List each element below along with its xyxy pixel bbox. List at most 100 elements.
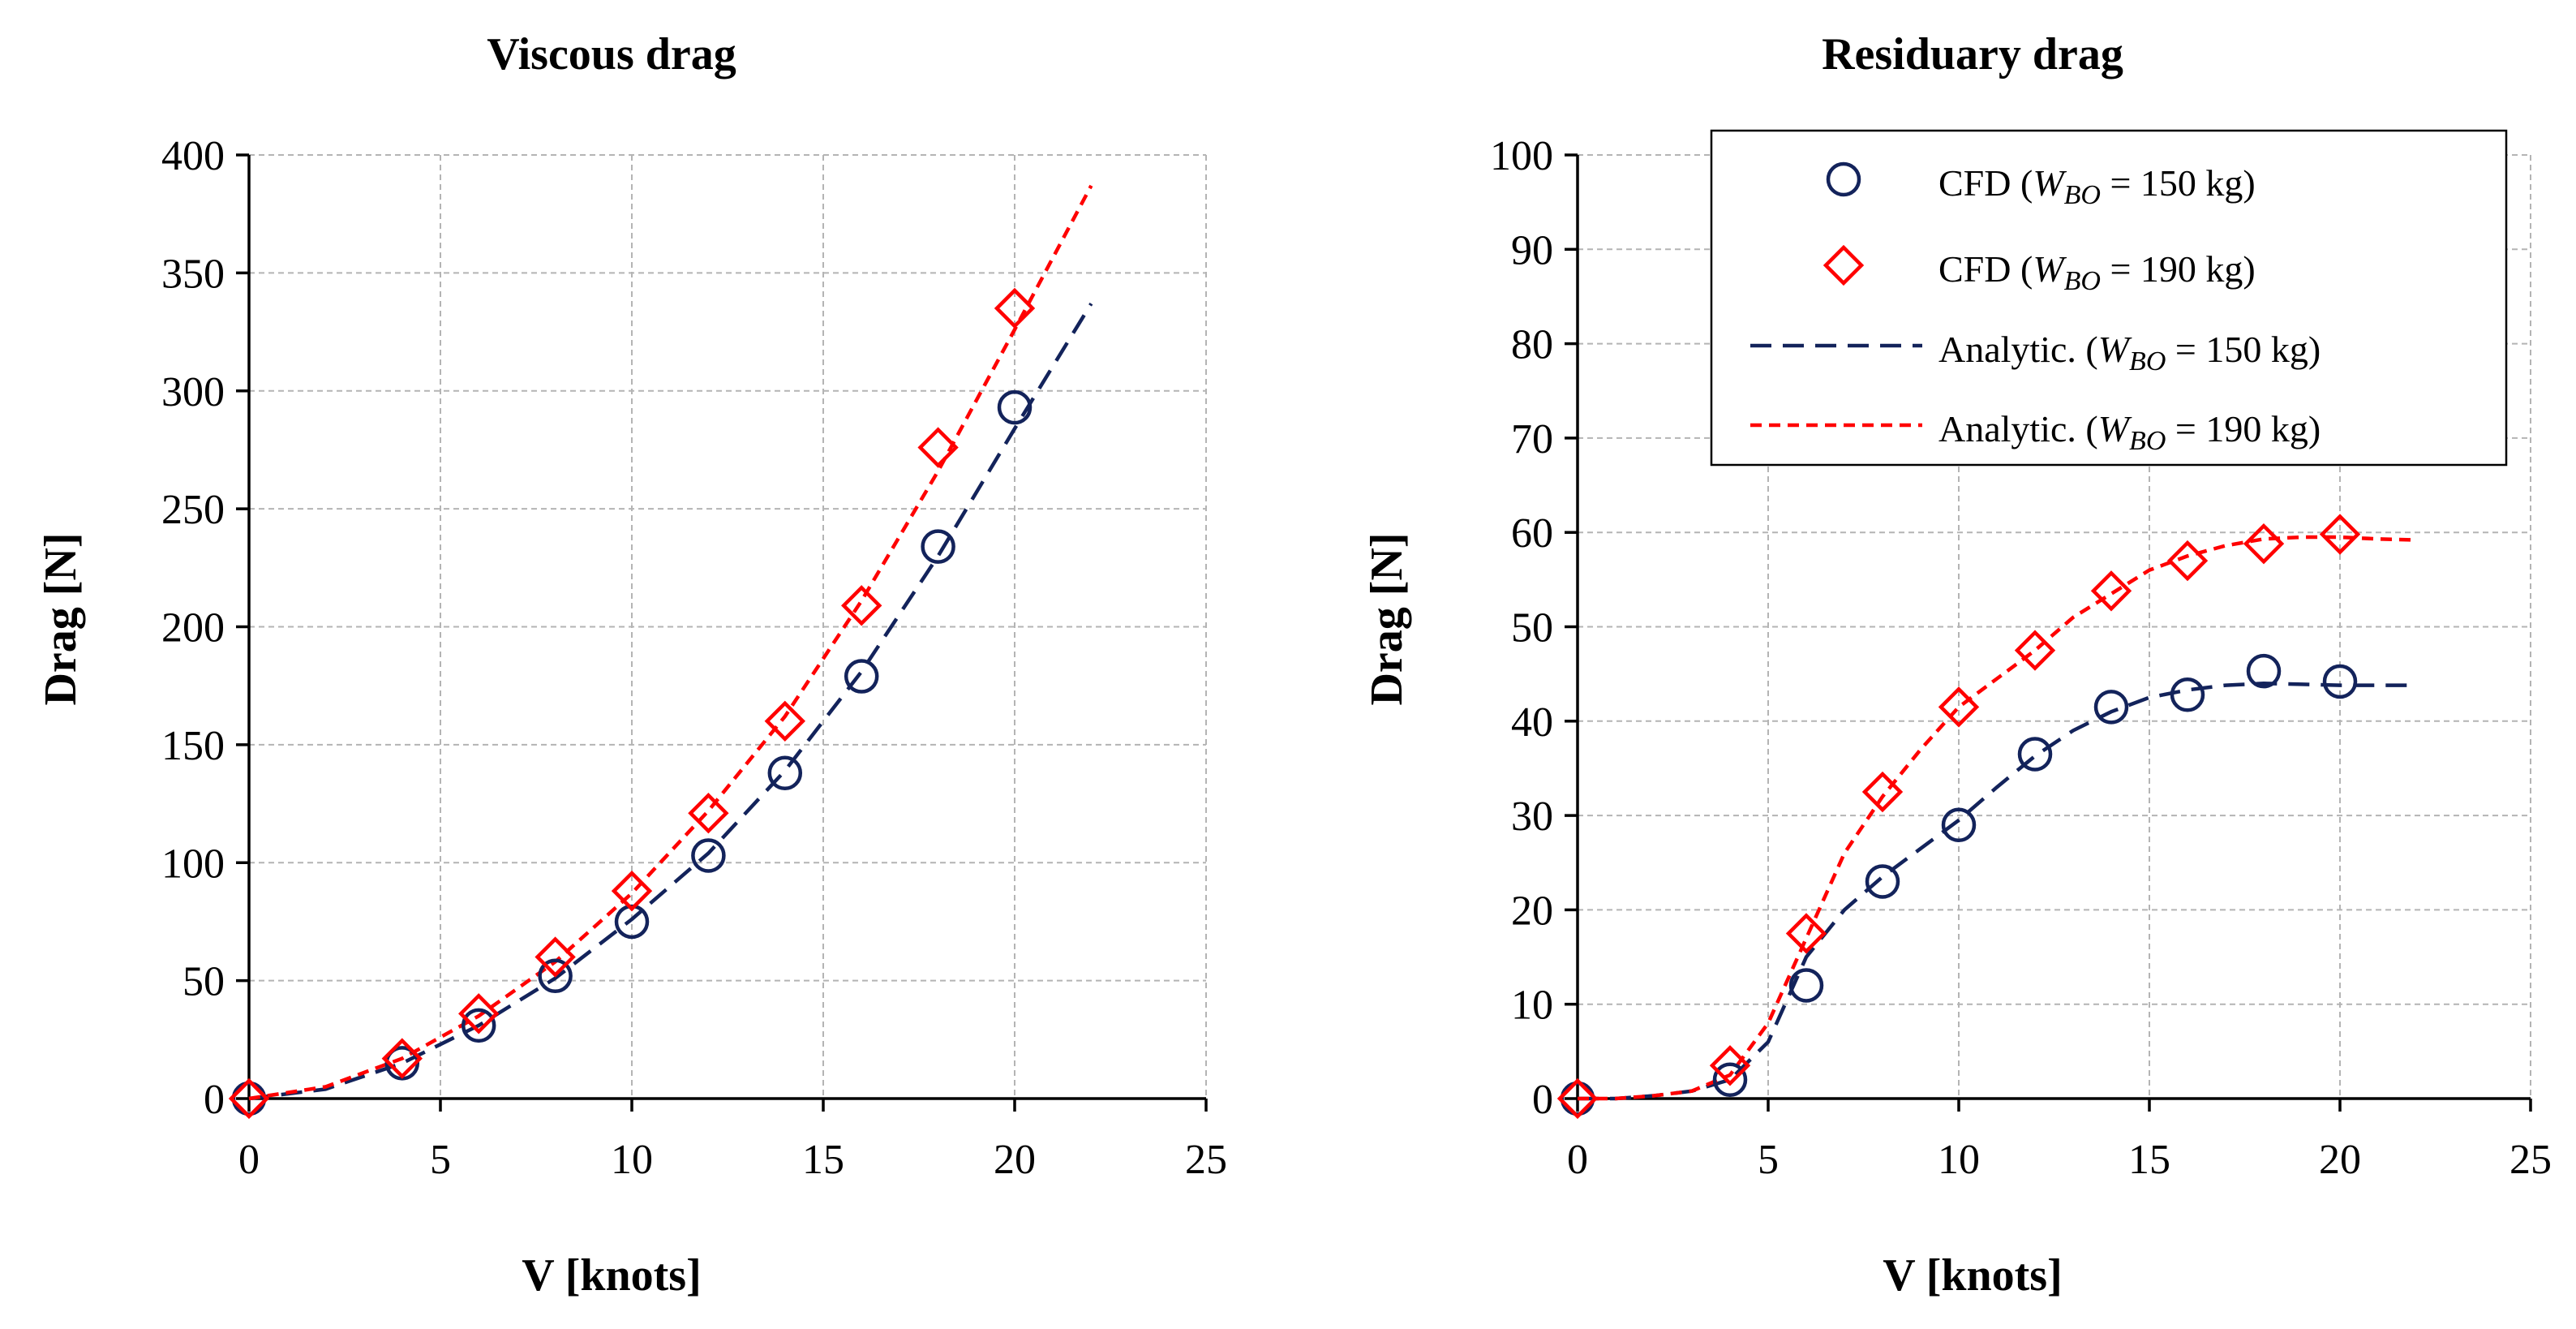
x-tick-label: 25	[2509, 1137, 2552, 1183]
legend-entry-an_190: Analytic. (WBO = 190 kg)	[1750, 408, 2321, 456]
point-cfd_150	[461, 1008, 496, 1043]
chart-title: Residuary drag	[1822, 29, 2123, 80]
legend-label: CFD (WBO = 190 kg)	[1938, 248, 2256, 296]
x-tick-label: 15	[2128, 1137, 2170, 1183]
point-cfd_190	[535, 936, 576, 978]
point-cfd_190	[458, 993, 500, 1034]
y-tick-label: 100	[161, 841, 225, 887]
legend-symbol-circle	[1826, 161, 1861, 197]
plot-area	[228, 184, 1093, 1120]
point-cfd_190	[994, 287, 1036, 329]
y-tick-label: 150	[161, 723, 225, 769]
point-cfd_190	[917, 427, 959, 468]
series-line-an_150	[1578, 682, 2416, 1101]
y-tick-label: 200	[161, 605, 225, 652]
viscous-drag-chart: Viscous drag V [knots] Drag [N] 05010015…	[36, 29, 1227, 1301]
y-tick-label: 90	[1511, 227, 1553, 273]
y-tick-label: 100	[1490, 133, 1553, 179]
y-tick-label: 50	[182, 959, 225, 1005]
y-tick-label: 350	[161, 251, 225, 297]
point-cfd_190	[1785, 913, 1827, 954]
y-tick-label: 50	[1511, 605, 1553, 652]
legend-label: CFD (WBO = 150 kg)	[1938, 162, 2256, 210]
point-cfd_150	[2170, 677, 2205, 712]
point-cfd_150	[1788, 968, 1824, 1003]
point-cfd_150	[538, 958, 573, 994]
x-tick-label: 10	[611, 1137, 653, 1183]
x-tick-label: 10	[1938, 1137, 1980, 1183]
y-tick-label: 20	[1511, 888, 1553, 934]
y-tick-label: 10	[1511, 983, 1553, 1029]
plot-area	[1556, 514, 2417, 1120]
point-cfd_150	[2322, 664, 2358, 699]
point-cfd_190	[2166, 540, 2209, 582]
point-cfd_190	[2319, 514, 2361, 555]
point-cfd_190	[764, 700, 805, 742]
point-cfd_190	[2014, 630, 2056, 671]
y-tick-label: 60	[1511, 510, 1553, 557]
series-line-an_190	[1578, 535, 2417, 1101]
series-line-an_150	[248, 303, 1093, 1101]
y-tick-label: 250	[161, 487, 225, 533]
point-cfd_150	[614, 904, 650, 940]
y-tick-label: 400	[161, 133, 225, 179]
point-cfd_150	[1941, 807, 1977, 842]
point-cfd_150	[2246, 653, 2282, 689]
tick-labels: 0 50 100 150 200 250 300 350 400 0 5 10 15 20 25	[161, 133, 1227, 1183]
axes	[236, 153, 1208, 1112]
point-cfd_150	[1712, 1062, 1748, 1097]
x-tick-label: 0	[1567, 1137, 1588, 1183]
x-tick-label: 0	[238, 1137, 260, 1183]
legend-label: Analytic. (WBO = 150 kg)	[1938, 329, 2321, 376]
legend-symbol-diamond	[1823, 244, 1865, 286]
y-tick-label: 80	[1511, 322, 1553, 368]
y-tick-label: 0	[1532, 1077, 1553, 1123]
point-cfd_150	[2017, 737, 2053, 772]
point-cfd_150	[921, 529, 955, 564]
tick-labels: 0 10 20 30 40 50 60 70 80 90 100 0 5 10 15 20 25	[1490, 133, 2552, 1183]
series-line-an_190	[248, 184, 1093, 1101]
chart-title: Viscous drag	[487, 29, 736, 80]
point-cfd_150	[767, 755, 803, 791]
axes	[1565, 153, 2532, 1112]
x-tick-label: 5	[1758, 1137, 1779, 1183]
point-cfd_190	[1938, 686, 1980, 728]
y-tick-label: 70	[1511, 416, 1553, 462]
point-cfd_150	[1865, 864, 1900, 899]
point-cfd_190	[1556, 1077, 1599, 1120]
x-axis-title: V [knots]	[522, 1250, 701, 1301]
x-tick-label: 20	[2319, 1137, 2361, 1183]
point-cfd_190	[1709, 1045, 1751, 1086]
legend-entry-cfd_190: CFD (WBO = 190 kg)	[1823, 244, 2256, 296]
legend-box	[1710, 129, 2508, 467]
point-cfd_150	[997, 389, 1033, 425]
x-tick-label: 5	[430, 1137, 451, 1183]
y-tick-label: 40	[1511, 699, 1553, 746]
y-axis-title: Drag [N]	[1362, 532, 1412, 705]
point-cfd_190	[688, 793, 729, 834]
legend-entry-an_150: Analytic. (WBO = 150 kg)	[1750, 329, 2321, 376]
x-axis-title: V [knots]	[1883, 1250, 2062, 1301]
point-cfd_190	[841, 585, 882, 626]
y-tick-label: 30	[1511, 794, 1553, 840]
point-cfd_190	[1861, 771, 1904, 813]
x-tick-label: 25	[1185, 1137, 1227, 1183]
point-cfd_190	[2090, 570, 2132, 612]
legend: CFD (WBO = 150 kg) CFD (WBO = 190 kg) Anal…	[1710, 129, 2508, 467]
point-cfd_150	[844, 659, 879, 694]
legend-entry-cfd_150: CFD (WBO = 150 kg)	[1826, 161, 2256, 210]
point-cfd_150	[691, 838, 726, 873]
x-tick-label: 15	[802, 1137, 844, 1183]
grid	[249, 154, 1207, 1099]
legend-label: Analytic. (WBO = 190 kg)	[1938, 408, 2321, 456]
point-cfd_190	[381, 1038, 423, 1079]
y-tick-label: 0	[204, 1077, 225, 1123]
residuary-drag-chart: Residuary drag V [knots] Drag [N] 0 10 20 3…	[1362, 29, 2552, 1301]
x-tick-label: 20	[994, 1137, 1036, 1183]
y-tick-label: 300	[161, 369, 225, 415]
point-cfd_190	[2243, 523, 2285, 565]
point-cfd_190	[228, 1077, 270, 1120]
point-cfd_190	[611, 870, 653, 912]
point-cfd_150	[2093, 690, 2129, 725]
